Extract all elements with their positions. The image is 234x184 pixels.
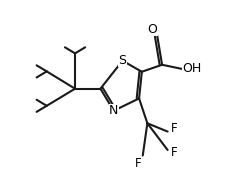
Text: O: O <box>148 23 157 36</box>
Text: F: F <box>171 146 178 159</box>
Text: N: N <box>109 104 118 117</box>
Text: F: F <box>135 157 142 170</box>
Text: OH: OH <box>183 62 202 75</box>
Text: F: F <box>171 122 178 135</box>
Text: S: S <box>118 54 127 67</box>
